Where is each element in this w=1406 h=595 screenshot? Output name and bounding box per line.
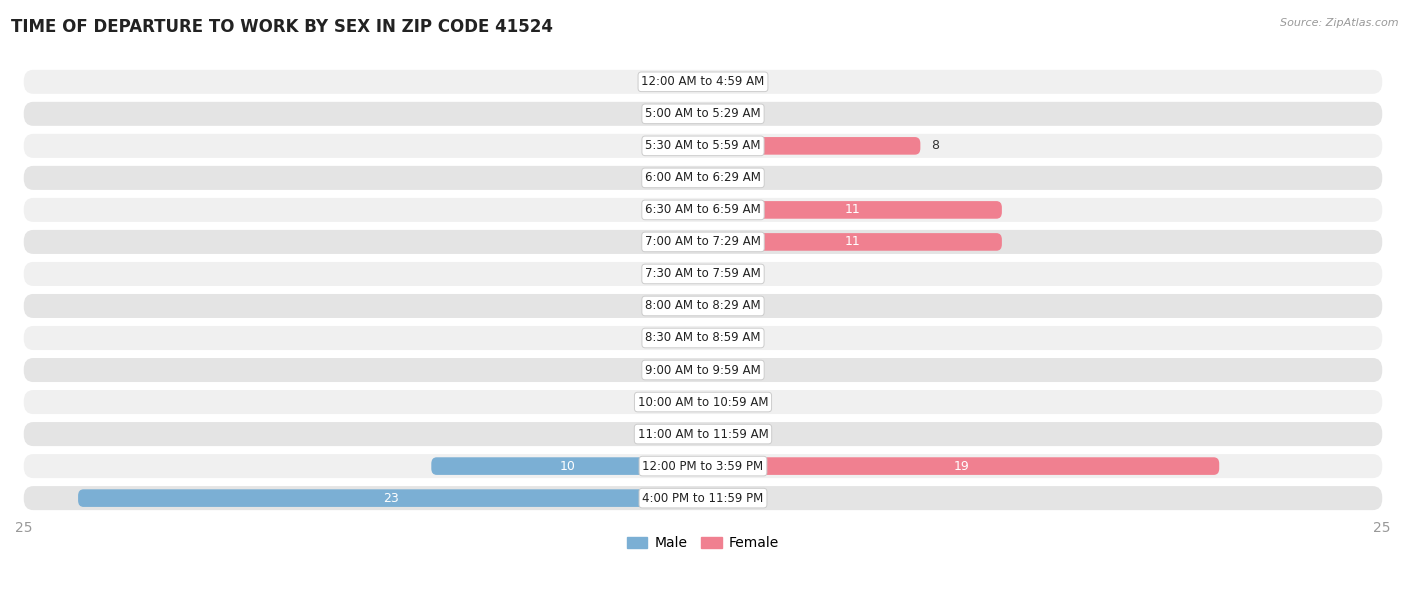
- Text: 7:00 AM to 7:29 AM: 7:00 AM to 7:29 AM: [645, 236, 761, 249]
- Text: 0: 0: [717, 428, 724, 440]
- Text: 0: 0: [682, 331, 689, 345]
- FancyBboxPatch shape: [24, 358, 1382, 382]
- FancyBboxPatch shape: [24, 422, 1382, 446]
- Text: 12:00 AM to 4:59 AM: 12:00 AM to 4:59 AM: [641, 76, 765, 88]
- FancyBboxPatch shape: [24, 326, 1382, 350]
- Legend: Male, Female: Male, Female: [621, 531, 785, 556]
- FancyBboxPatch shape: [24, 390, 1382, 414]
- FancyBboxPatch shape: [703, 233, 1002, 250]
- Text: 9:00 AM to 9:59 AM: 9:00 AM to 9:59 AM: [645, 364, 761, 377]
- FancyBboxPatch shape: [24, 70, 1382, 94]
- FancyBboxPatch shape: [24, 166, 1382, 190]
- Text: 0: 0: [682, 364, 689, 377]
- Text: 10:00 AM to 10:59 AM: 10:00 AM to 10:59 AM: [638, 396, 768, 409]
- Text: 0: 0: [717, 76, 724, 88]
- Text: 6:00 AM to 6:29 AM: 6:00 AM to 6:29 AM: [645, 171, 761, 184]
- Text: 0: 0: [682, 268, 689, 280]
- FancyBboxPatch shape: [24, 294, 1382, 318]
- Text: 0: 0: [717, 171, 724, 184]
- Text: 0: 0: [682, 107, 689, 120]
- FancyBboxPatch shape: [703, 201, 1002, 219]
- Text: 0: 0: [682, 203, 689, 217]
- Text: 0: 0: [682, 299, 689, 312]
- FancyBboxPatch shape: [24, 486, 1382, 510]
- FancyBboxPatch shape: [24, 102, 1382, 126]
- Text: 8:30 AM to 8:59 AM: 8:30 AM to 8:59 AM: [645, 331, 761, 345]
- FancyBboxPatch shape: [79, 489, 703, 507]
- Text: 23: 23: [382, 491, 398, 505]
- Text: 11: 11: [845, 203, 860, 217]
- Text: 4:00 PM to 11:59 PM: 4:00 PM to 11:59 PM: [643, 491, 763, 505]
- Text: Source: ZipAtlas.com: Source: ZipAtlas.com: [1281, 18, 1399, 28]
- Text: 0: 0: [717, 299, 724, 312]
- Text: 8:00 AM to 8:29 AM: 8:00 AM to 8:29 AM: [645, 299, 761, 312]
- Text: 11: 11: [845, 236, 860, 249]
- Text: 0: 0: [682, 139, 689, 152]
- Text: 0: 0: [682, 396, 689, 409]
- Text: 5:30 AM to 5:59 AM: 5:30 AM to 5:59 AM: [645, 139, 761, 152]
- FancyBboxPatch shape: [703, 458, 1219, 475]
- Text: 12:00 PM to 3:59 PM: 12:00 PM to 3:59 PM: [643, 459, 763, 472]
- Text: 0: 0: [682, 236, 689, 249]
- FancyBboxPatch shape: [24, 230, 1382, 254]
- Text: 19: 19: [953, 459, 969, 472]
- FancyBboxPatch shape: [432, 458, 703, 475]
- Text: 11:00 AM to 11:59 AM: 11:00 AM to 11:59 AM: [638, 428, 768, 440]
- Text: 0: 0: [682, 428, 689, 440]
- Text: 8: 8: [931, 139, 939, 152]
- Text: 7:30 AM to 7:59 AM: 7:30 AM to 7:59 AM: [645, 268, 761, 280]
- Text: 6:30 AM to 6:59 AM: 6:30 AM to 6:59 AM: [645, 203, 761, 217]
- Text: 0: 0: [717, 268, 724, 280]
- Text: TIME OF DEPARTURE TO WORK BY SEX IN ZIP CODE 41524: TIME OF DEPARTURE TO WORK BY SEX IN ZIP …: [11, 18, 553, 36]
- Text: 10: 10: [560, 459, 575, 472]
- FancyBboxPatch shape: [24, 198, 1382, 222]
- Text: 0: 0: [682, 171, 689, 184]
- Text: 5:00 AM to 5:29 AM: 5:00 AM to 5:29 AM: [645, 107, 761, 120]
- FancyBboxPatch shape: [703, 137, 921, 155]
- Text: 0: 0: [682, 76, 689, 88]
- Text: 0: 0: [717, 364, 724, 377]
- Text: 0: 0: [717, 107, 724, 120]
- Text: 0: 0: [717, 396, 724, 409]
- FancyBboxPatch shape: [24, 262, 1382, 286]
- Text: 0: 0: [717, 491, 724, 505]
- Text: 0: 0: [717, 331, 724, 345]
- FancyBboxPatch shape: [24, 134, 1382, 158]
- FancyBboxPatch shape: [24, 454, 1382, 478]
